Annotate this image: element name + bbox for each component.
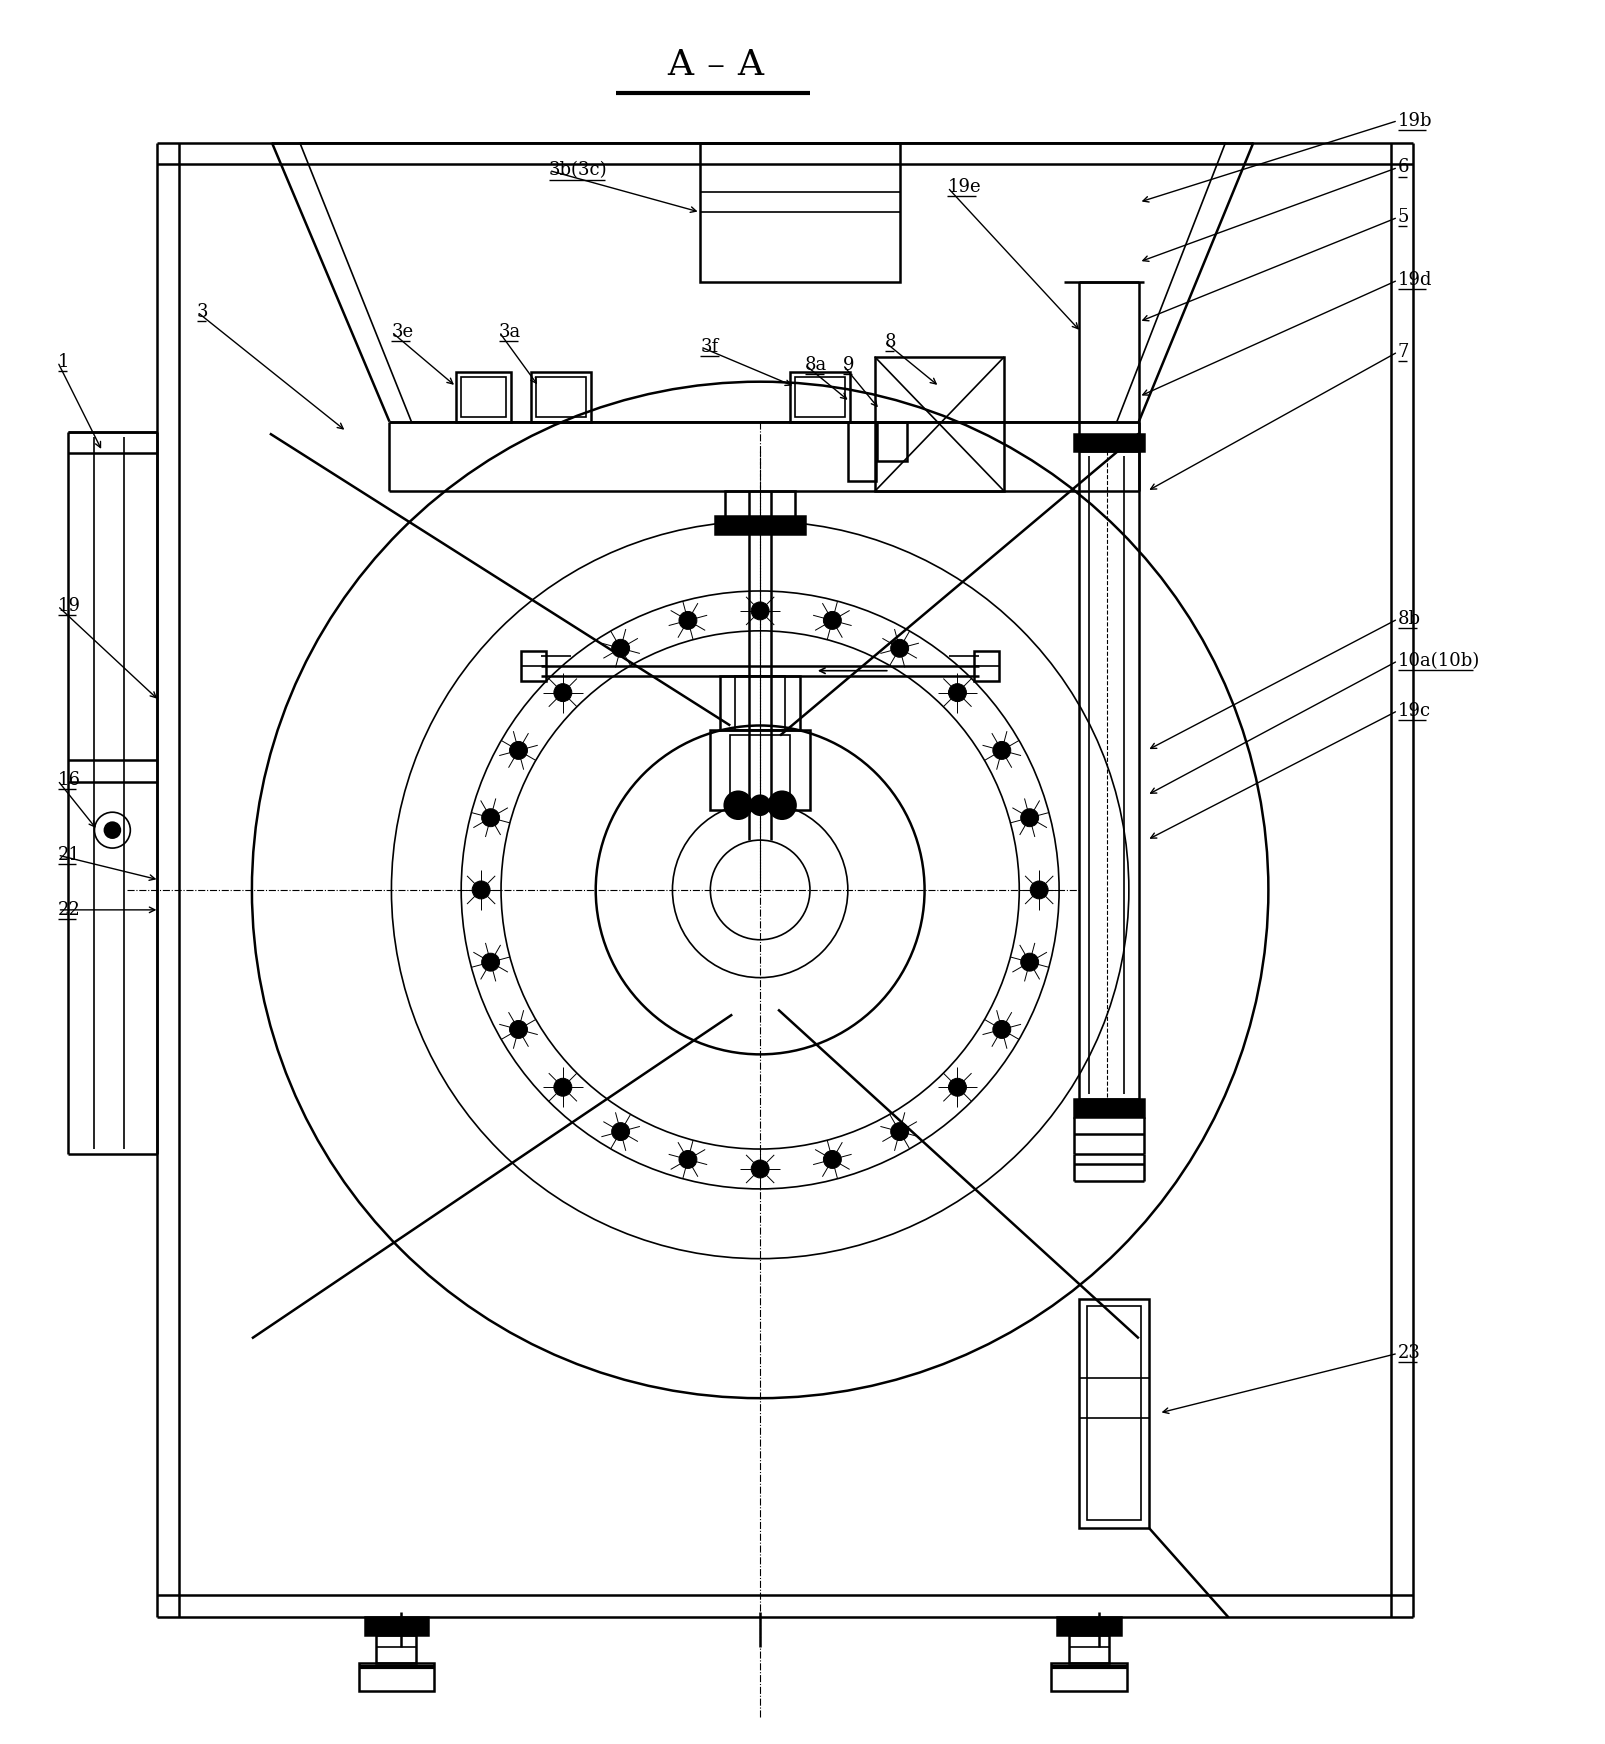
- Text: 23: 23: [1398, 1345, 1420, 1362]
- Circle shape: [724, 792, 753, 820]
- Circle shape: [472, 881, 490, 898]
- Bar: [974, 651, 1000, 680]
- Bar: [1069, 1636, 1109, 1664]
- Circle shape: [1021, 809, 1038, 827]
- Text: 1: 1: [58, 352, 69, 371]
- Circle shape: [554, 1078, 571, 1097]
- Circle shape: [993, 741, 1011, 759]
- Bar: [1074, 434, 1144, 452]
- Circle shape: [482, 809, 499, 827]
- Text: 3: 3: [197, 303, 209, 321]
- Circle shape: [949, 684, 966, 701]
- Bar: [875, 358, 1005, 492]
- Bar: [456, 371, 510, 422]
- Circle shape: [509, 741, 528, 759]
- Text: 3f: 3f: [700, 338, 719, 356]
- Bar: [700, 143, 900, 283]
- Bar: [1079, 452, 1140, 1099]
- Bar: [461, 377, 506, 417]
- Circle shape: [823, 612, 841, 630]
- Text: –: –: [706, 47, 724, 82]
- Circle shape: [104, 821, 120, 839]
- Circle shape: [891, 1123, 908, 1141]
- Text: 10a(10b): 10a(10b): [1398, 652, 1480, 670]
- Bar: [730, 736, 790, 806]
- Text: 19: 19: [58, 596, 80, 616]
- Text: 19d: 19d: [1398, 270, 1432, 290]
- Text: 3a: 3a: [499, 323, 522, 340]
- Text: 19b: 19b: [1398, 112, 1432, 129]
- Circle shape: [1030, 881, 1048, 898]
- Circle shape: [482, 954, 499, 971]
- Circle shape: [751, 602, 769, 619]
- Text: 16: 16: [58, 771, 80, 790]
- Bar: [377, 1636, 416, 1664]
- Circle shape: [679, 612, 697, 630]
- Bar: [1058, 1617, 1120, 1636]
- Text: 19e: 19e: [947, 178, 981, 197]
- Text: 7: 7: [1398, 344, 1409, 361]
- Circle shape: [750, 795, 770, 814]
- Text: 8a: 8a: [806, 356, 827, 373]
- Circle shape: [1021, 954, 1038, 971]
- Bar: [711, 731, 811, 811]
- Text: 22: 22: [58, 902, 80, 919]
- Bar: [531, 371, 591, 422]
- Bar: [522, 651, 546, 680]
- Bar: [847, 422, 876, 481]
- Text: 5: 5: [1398, 208, 1409, 227]
- Text: A: A: [668, 47, 693, 82]
- Circle shape: [612, 1123, 629, 1141]
- Circle shape: [679, 1151, 697, 1168]
- Circle shape: [509, 1020, 528, 1038]
- Circle shape: [554, 684, 571, 701]
- Text: 3b(3c): 3b(3c): [549, 162, 608, 180]
- Circle shape: [891, 640, 908, 657]
- Circle shape: [949, 1078, 966, 1097]
- Bar: [725, 492, 794, 521]
- Text: 6: 6: [1398, 159, 1409, 176]
- Text: 21: 21: [58, 846, 80, 863]
- Circle shape: [993, 1020, 1011, 1038]
- Circle shape: [612, 640, 629, 657]
- Text: 8b: 8b: [1398, 610, 1420, 628]
- Bar: [1051, 1664, 1127, 1692]
- Bar: [876, 422, 907, 462]
- Bar: [1079, 1299, 1149, 1528]
- Text: 3e: 3e: [392, 323, 414, 340]
- Bar: [1074, 1099, 1144, 1118]
- Text: 19c: 19c: [1398, 701, 1432, 720]
- Bar: [735, 675, 785, 731]
- Text: A: A: [737, 47, 764, 82]
- Text: 8: 8: [884, 333, 896, 351]
- Bar: [358, 1664, 435, 1692]
- Circle shape: [751, 1160, 769, 1177]
- Bar: [536, 377, 586, 417]
- Circle shape: [823, 1151, 841, 1168]
- Bar: [364, 1617, 429, 1636]
- Bar: [716, 516, 806, 534]
- Bar: [790, 371, 849, 422]
- Circle shape: [769, 792, 796, 820]
- Bar: [794, 377, 844, 417]
- Text: 9: 9: [843, 356, 854, 373]
- Bar: [1087, 1306, 1141, 1519]
- Bar: [721, 675, 799, 731]
